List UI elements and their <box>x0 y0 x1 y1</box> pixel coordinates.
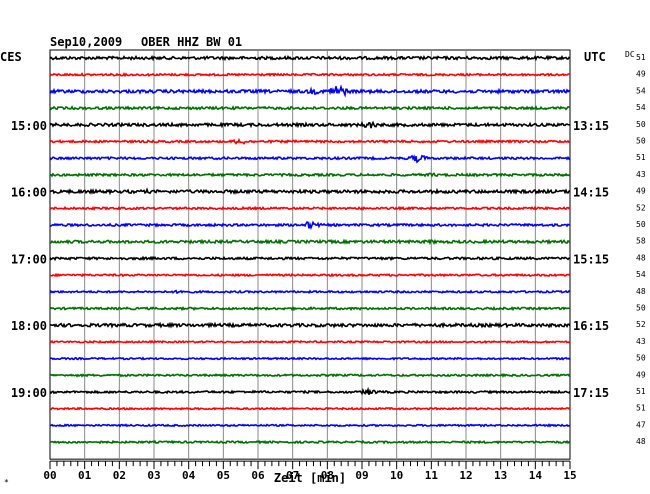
right-time-label: 15:15 <box>573 252 609 266</box>
x-tick-label: 05 <box>217 469 230 482</box>
seismic-trace-23 <box>49 439 571 445</box>
left-time-label: 15:00 <box>11 119 47 133</box>
seismic-trace-10 <box>50 220 570 231</box>
x-tick-label: 10 <box>390 469 403 482</box>
seismic-trace-22 <box>50 423 571 428</box>
x-tick-label: 12 <box>459 469 472 482</box>
seismic-trace-7 <box>49 172 571 178</box>
dc-offset-value: 50 <box>636 120 646 129</box>
dc-offset-value: 52 <box>636 203 646 212</box>
dc-offset-value: 43 <box>636 170 646 179</box>
left-time-label: 17:00 <box>11 252 47 266</box>
x-axis: 00 01 02 03 04 05 06 07 08 09 10 11 12 13 14 15 <box>43 460 577 482</box>
dc-offset-value: 49 <box>636 370 646 379</box>
seismic-trace-18 <box>49 356 571 361</box>
x-tick-label: 11 <box>425 469 439 482</box>
seismic-trace-0 <box>49 54 571 62</box>
x-tick-label: 15 <box>563 469 576 482</box>
seismic-trace-21 <box>49 406 571 411</box>
seismic-traces <box>49 54 571 445</box>
dc-offset-value: 50 <box>636 137 646 146</box>
left-time-label: 18:00 <box>11 319 47 333</box>
dc-offset-values: 51 49 54 54 50 50 51 43 49 52 50 58 48 54 48 50 52 43 50 49… <box>636 53 646 446</box>
dc-offset-value: 54 <box>636 270 646 279</box>
x-tick-label: 01 <box>78 469 92 482</box>
dc-offset-value: 47 <box>636 420 646 429</box>
x-axis-label: Zeit [min] <box>274 471 346 485</box>
left-timezone-label: CES <box>0 50 22 64</box>
seismic-trace-11 <box>49 238 571 246</box>
left-time-label: 19:00 <box>11 386 47 400</box>
seismic-trace-8 <box>49 187 571 196</box>
dc-offset-value: 49 <box>636 70 646 79</box>
dc-offset-value: 52 <box>636 320 646 329</box>
seismic-trace-17 <box>49 339 571 344</box>
right-time-label: 16:15 <box>573 319 609 333</box>
right-timezone-label: UTC <box>584 50 606 64</box>
seismic-trace-6 <box>49 154 571 164</box>
left-time-label: 16:00 <box>11 186 47 200</box>
dc-offset-value: 51 <box>636 53 646 62</box>
seismic-trace-20 <box>49 386 571 396</box>
date-label: Sep10,2009 <box>50 35 122 49</box>
dc-offset-value: 48 <box>636 253 646 262</box>
plot-frame <box>49 49 571 460</box>
right-time-label: 14:15 <box>573 186 609 200</box>
corner-mark: * <box>4 478 9 487</box>
x-tick-label: 13 <box>494 469 507 482</box>
seismic-trace-16 <box>49 321 571 329</box>
station-label: OBER HHZ BW 01 <box>141 35 242 49</box>
x-tick-label: 14 <box>529 469 543 482</box>
dc-offset-value: 43 <box>636 337 646 346</box>
seismic-trace-4 <box>49 120 571 129</box>
dc-offset-value: 50 <box>636 304 646 313</box>
x-tick-label: 08 <box>321 469 334 482</box>
dc-offset-value: 50 <box>636 220 646 229</box>
seismic-trace-3 <box>49 105 571 111</box>
seismic-trace-9 <box>49 205 571 212</box>
seismic-trace-2 <box>49 84 571 98</box>
dc-offset-value: 51 <box>636 387 646 396</box>
x-tick-label: 04 <box>182 469 196 482</box>
dc-offset-value: 54 <box>636 86 646 95</box>
dc-offset-value: 51 <box>636 404 646 413</box>
x-tick-label: 02 <box>113 469 126 482</box>
x-tick-label: 09 <box>355 469 368 482</box>
dc-offset-value: 58 <box>636 237 646 246</box>
dc-offset-value: 54 <box>636 103 646 112</box>
seismic-trace-19 <box>50 372 571 378</box>
x-tick-label: 00 <box>43 469 56 482</box>
dc-label: DC <box>625 50 635 59</box>
x-tick-label: 06 <box>251 469 265 482</box>
right-time-labels: 13:15 14:15 15:15 16:15 17:15 <box>573 119 609 400</box>
dc-offset-value: 51 <box>636 153 646 162</box>
right-time-label: 17:15 <box>573 386 609 400</box>
seismic-trace-15 <box>49 305 571 312</box>
seismic-trace-5 <box>49 137 571 145</box>
x-tick-label: 07 <box>286 469 299 482</box>
x-tick-label: 03 <box>147 469 160 482</box>
dc-offset-value: 49 <box>636 187 646 196</box>
left-time-labels: 15:00 16:00 17:00 18:00 19:00 <box>11 119 47 400</box>
right-time-label: 13:15 <box>573 119 609 133</box>
dc-offset-value: 48 <box>636 287 646 296</box>
seismic-trace-1 <box>49 72 570 78</box>
seismic-trace-13 <box>49 272 571 278</box>
seismic-trace-12 <box>49 255 570 262</box>
dc-offset-value: 50 <box>636 354 646 363</box>
dc-offset-value: 48 <box>636 437 646 446</box>
seismic-trace-14 <box>49 289 571 295</box>
